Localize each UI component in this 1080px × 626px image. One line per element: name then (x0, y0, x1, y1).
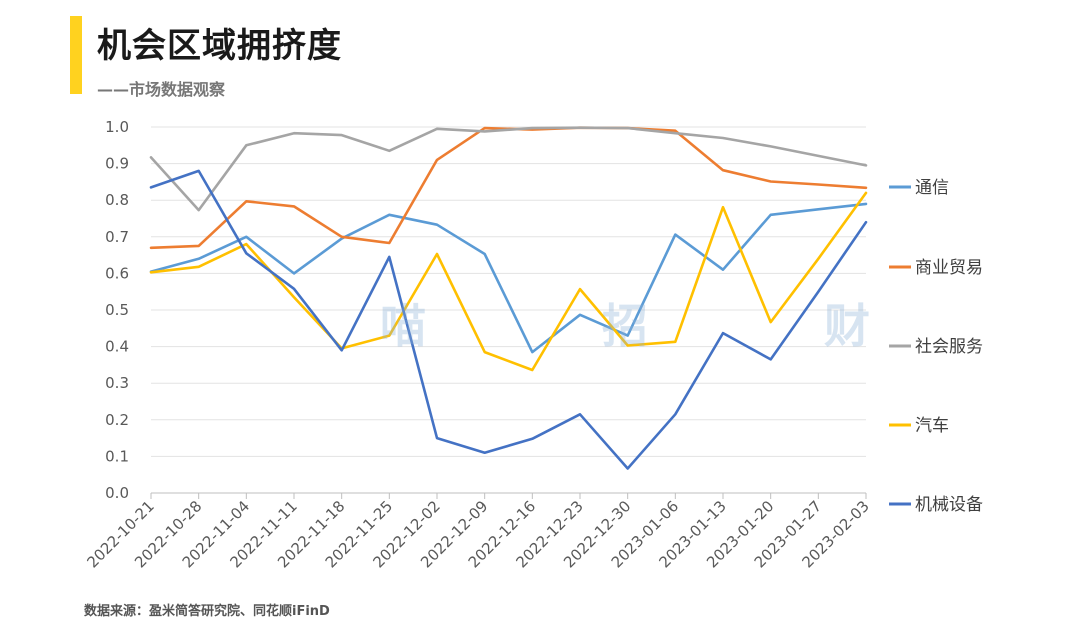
y-tick-label: 0.4 (105, 338, 129, 356)
y-tick-label: 1.0 (105, 118, 129, 136)
series-line (149, 169, 868, 470)
page-subtitle: ——市场数据观察 (97, 80, 226, 99)
y-tick-label: 0.5 (105, 301, 129, 319)
page-title: 机会区域拥挤度 (97, 26, 342, 66)
y-tick-label: 0.9 (105, 155, 129, 173)
legend-label: 汽车 (915, 416, 949, 436)
watermark: 喵 招 财 (380, 299, 951, 353)
data-source-note: 数据来源：盈米简答研究院、同花顺iFinD (84, 604, 330, 619)
legend-label: 商业贸易 (915, 258, 983, 278)
legend-label: 社会服务 (915, 337, 983, 357)
y-tick-label: 0.8 (105, 191, 129, 209)
y-tick-label: 0.2 (105, 411, 129, 429)
y-tick-label: 0.3 (105, 374, 129, 392)
y-tick-label: 0.0 (105, 484, 129, 502)
series-line (149, 202, 868, 354)
series-line (149, 126, 868, 212)
title-accent-bar (70, 16, 82, 94)
y-tick-label: 0.1 (105, 447, 129, 465)
y-tick-label: 0.6 (105, 264, 129, 282)
legend-label: 机械设备 (915, 495, 983, 515)
y-tick-label: 0.7 (105, 228, 129, 246)
legend-label: 通信 (915, 178, 949, 198)
